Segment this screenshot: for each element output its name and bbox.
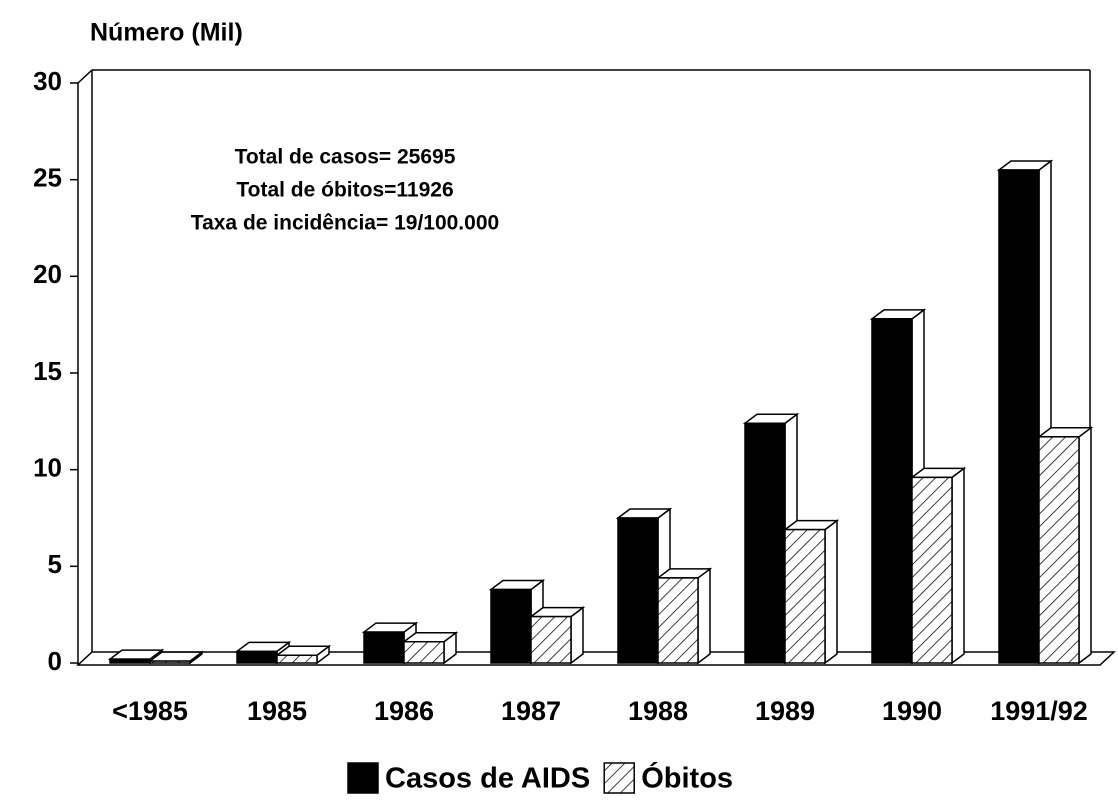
y-tick-label: 15 [33, 356, 62, 386]
x-tick-label: <1985 [112, 696, 188, 726]
bar-face [697, 567, 711, 665]
x-tick-label: 1986 [374, 696, 434, 726]
legend-swatch [603, 762, 635, 794]
bar [996, 159, 1054, 665]
y-axis-title: Número (Mil) [90, 19, 243, 47]
bar-face [951, 466, 965, 665]
x-tick-label: 1988 [628, 696, 688, 726]
bar-face [236, 650, 278, 664]
bar-face [490, 588, 532, 664]
annotation: Total de óbitos=11926 [236, 179, 453, 202]
bar-face [276, 654, 318, 664]
y-tick-label: 5 [48, 549, 62, 579]
bar-face [911, 476, 953, 664]
bar-face [871, 318, 913, 664]
bar-face [1078, 426, 1092, 665]
x-tick-label: 1987 [501, 696, 561, 726]
legend-label: Casos de AIDS [385, 763, 590, 795]
x-tick-label: 1985 [247, 696, 307, 726]
x-tick-label: 1989 [755, 696, 815, 726]
bar-face [824, 519, 838, 665]
bar [147, 650, 205, 665]
bar-face [657, 577, 699, 664]
annotation: Taxa de incidência= 19/100.000 [191, 212, 499, 235]
x-tick-label: 1991/92 [990, 696, 1088, 726]
bar [655, 567, 713, 665]
bar-face [403, 640, 445, 664]
bar-face [617, 517, 659, 664]
x-tick-label: 1990 [882, 696, 942, 726]
bar-face [109, 658, 151, 664]
y-tick-label: 20 [33, 259, 62, 289]
bar [274, 644, 332, 665]
annotation: Total de casos= 25695 [235, 146, 456, 169]
bar-face [1038, 436, 1080, 664]
bar [1036, 426, 1094, 665]
bar-face [744, 422, 786, 664]
bar-face [784, 528, 826, 664]
bar-face [363, 631, 405, 664]
bar [488, 579, 546, 665]
y-tick-label: 30 [33, 66, 62, 96]
bar [782, 519, 840, 665]
bar-face [998, 169, 1040, 664]
legend-label: Óbitos [641, 761, 733, 795]
legend-swatch [347, 762, 379, 794]
y-tick-label: 0 [48, 646, 62, 676]
y-tick-label: 10 [33, 453, 62, 483]
bar [528, 606, 586, 665]
bar-face [530, 615, 572, 664]
bar [909, 466, 967, 665]
bar [401, 631, 459, 665]
bar-face [149, 660, 191, 664]
y-tick-label: 25 [33, 163, 62, 193]
